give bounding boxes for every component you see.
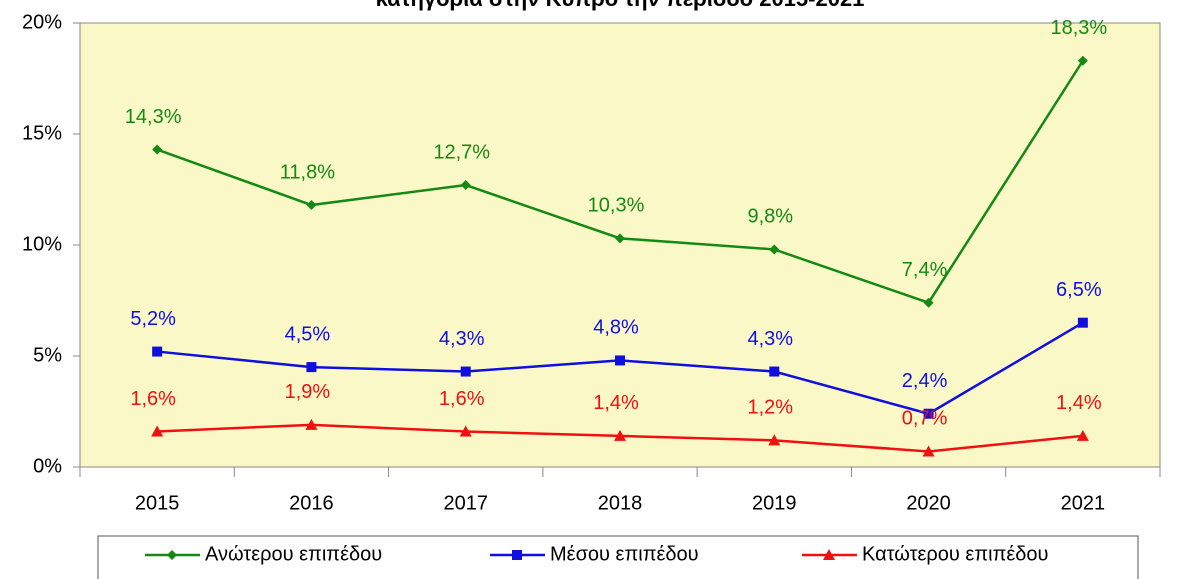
point bbox=[1077, 317, 1088, 328]
x-tick-label: 2015 bbox=[135, 492, 180, 514]
legend bbox=[97, 535, 1139, 579]
data-label: 1,4% bbox=[1056, 392, 1102, 414]
data-label: 2,4% bbox=[902, 370, 948, 392]
data-label: 14,3% bbox=[125, 106, 182, 128]
point bbox=[768, 434, 781, 446]
y-tick-label: 0% bbox=[33, 455, 62, 477]
y-tick-label: 10% bbox=[22, 233, 62, 255]
data-label: 11,8% bbox=[280, 161, 335, 183]
legend-label: Μέσου επιπέδου bbox=[550, 543, 699, 565]
x-tick-label: 2018 bbox=[598, 492, 643, 514]
data-label: 18,3% bbox=[1050, 17, 1107, 39]
legend-marker bbox=[823, 549, 835, 560]
data-label: 7,4% bbox=[902, 259, 948, 281]
data-label: 4,3% bbox=[747, 328, 793, 350]
point bbox=[306, 200, 317, 211]
point bbox=[615, 355, 625, 366]
point bbox=[460, 180, 471, 191]
point bbox=[306, 362, 317, 373]
x-tick-label: 2020 bbox=[906, 492, 951, 514]
data-label: 4,5% bbox=[285, 323, 331, 345]
y-tick-label: 5% bbox=[33, 344, 62, 366]
point bbox=[769, 366, 780, 377]
point bbox=[305, 418, 318, 430]
data-label: 9,8% bbox=[747, 206, 793, 228]
point bbox=[151, 425, 164, 437]
point bbox=[1076, 429, 1089, 441]
data-label: 6,5% bbox=[1056, 279, 1102, 301]
data-label: 5,2% bbox=[130, 308, 176, 330]
legend-label: Κατώτερου επιπέδου bbox=[862, 543, 1048, 565]
x-tick-label: 2021 bbox=[1061, 492, 1106, 514]
point bbox=[614, 429, 626, 441]
data-label: 1,2% bbox=[747, 397, 793, 419]
point bbox=[152, 144, 163, 155]
data-label: 12,7% bbox=[433, 141, 490, 163]
data-label: 1,6% bbox=[439, 388, 485, 410]
point bbox=[923, 408, 934, 419]
point bbox=[460, 366, 471, 377]
data-label: 10,3% bbox=[588, 195, 645, 217]
data-label: 4,8% bbox=[593, 317, 639, 339]
chart-title: κατηγορία στην Κύπρο την περίοδο 2015-20… bbox=[376, 0, 865, 11]
data-label: 1,6% bbox=[130, 388, 176, 410]
plot-area bbox=[79, 22, 1161, 468]
legend-marker bbox=[167, 550, 177, 560]
y-tick-label: 15% bbox=[22, 122, 62, 144]
point bbox=[922, 445, 935, 457]
data-label: 4,3% bbox=[439, 328, 485, 350]
data-label: 1,4% bbox=[593, 392, 639, 414]
x-tick-label: 2019 bbox=[752, 492, 797, 514]
point bbox=[769, 244, 780, 255]
data-label: 1,9% bbox=[285, 381, 331, 403]
point bbox=[615, 233, 625, 244]
point bbox=[923, 297, 934, 308]
x-tick-label: 2017 bbox=[443, 492, 488, 514]
x-tick-label: 2016 bbox=[289, 492, 334, 514]
point bbox=[1077, 55, 1088, 66]
data-label: 0,7% bbox=[902, 408, 948, 430]
y-tick-label: 20% bbox=[22, 11, 62, 33]
legend-label: Ανώτερου επιπέδου bbox=[205, 543, 382, 565]
legend-marker bbox=[512, 550, 522, 560]
point bbox=[459, 425, 472, 437]
point bbox=[152, 346, 163, 357]
